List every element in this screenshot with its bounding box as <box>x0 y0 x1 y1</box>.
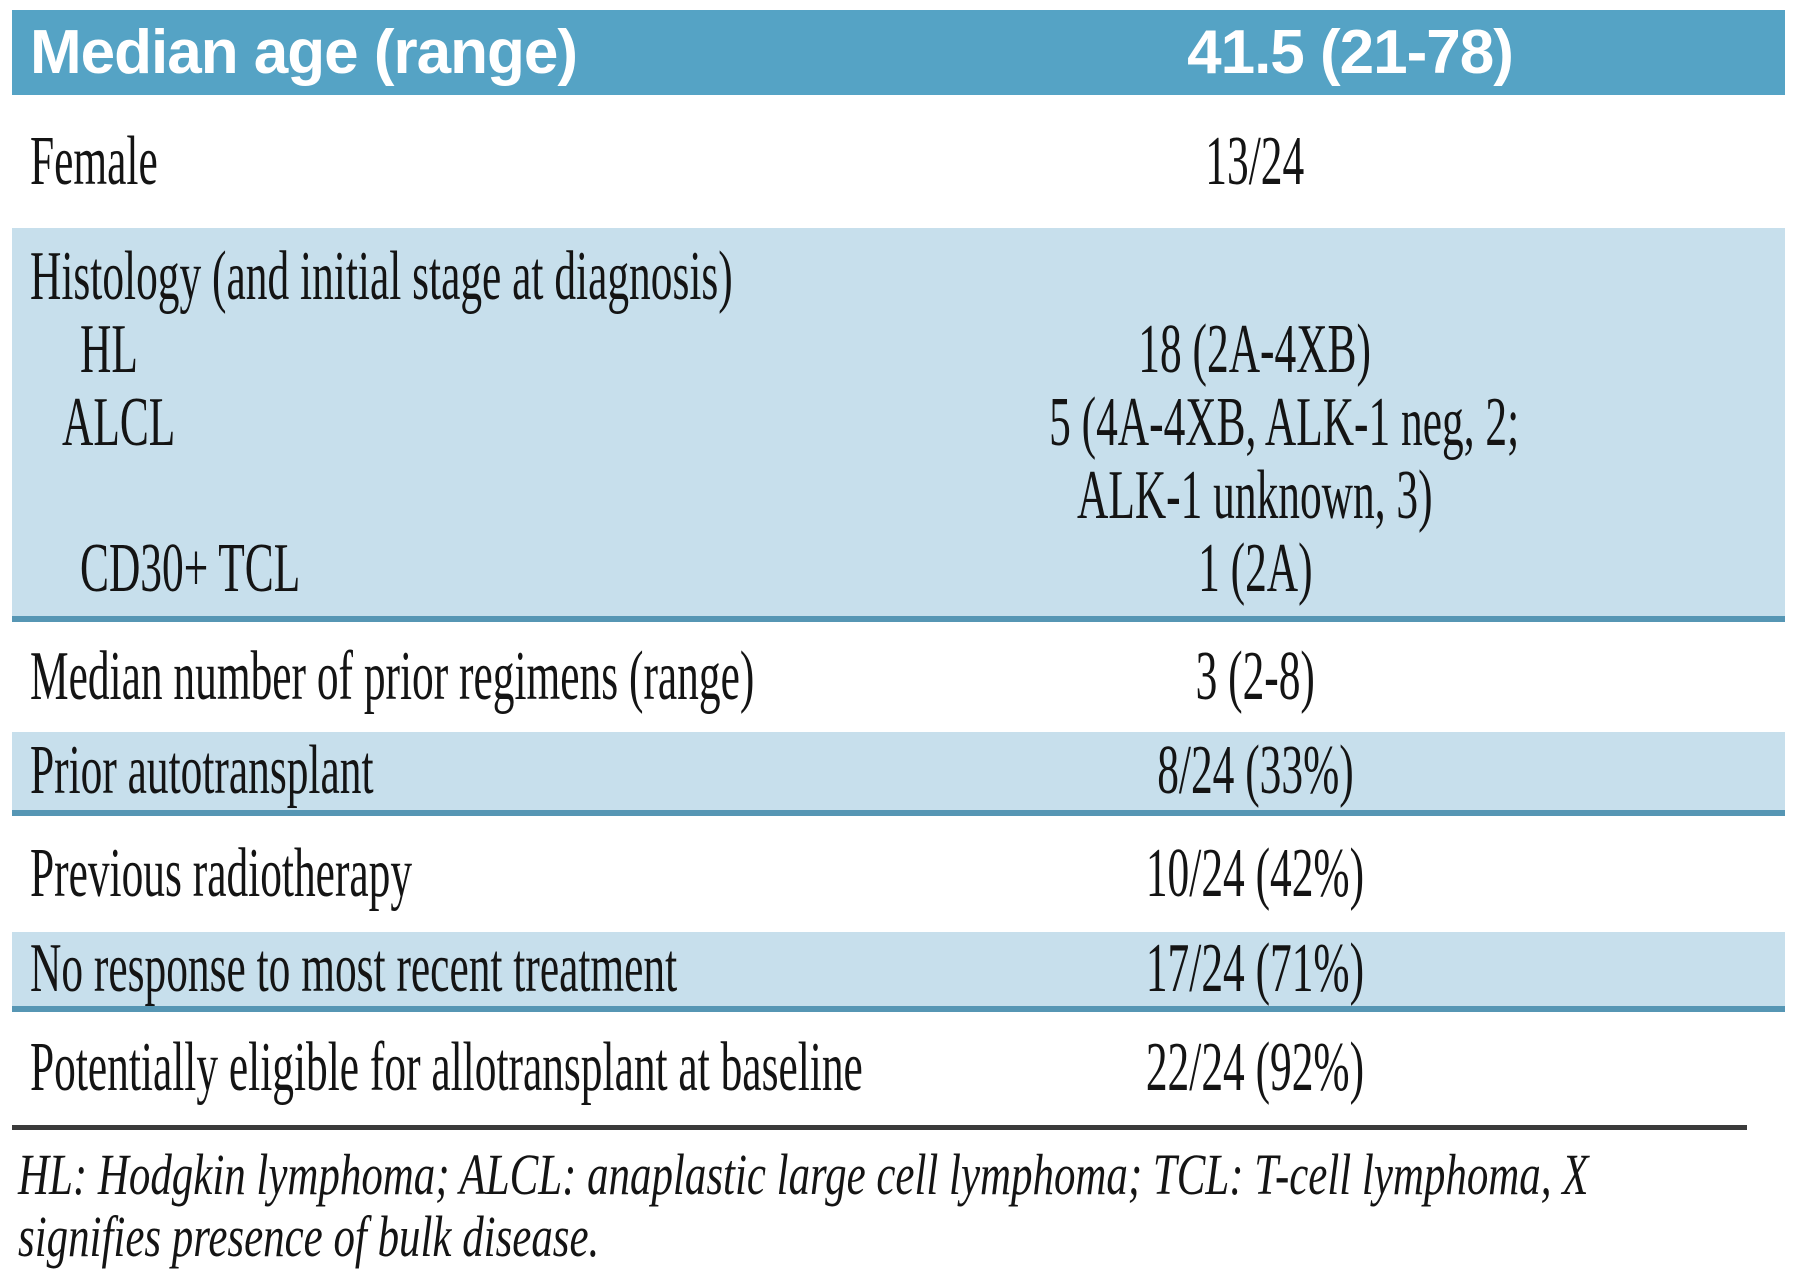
row-value: 13/24 <box>1205 122 1305 200</box>
row-label: CD30+ TCL <box>80 529 301 607</box>
row-value: 3 (2-8) <box>1195 638 1315 715</box>
row-label: Female <box>30 122 158 200</box>
row-label: ALCL <box>62 383 176 461</box>
row-value <box>905 268 1605 286</box>
row-label: Potentially eligible for allotransplant … <box>30 1029 863 1106</box>
section-divider <box>12 810 1785 816</box>
table-row-histology-header: Histology (and initial stage at diagnosi… <box>12 240 1785 313</box>
row-value: 22/24 (92%) <box>1145 1029 1365 1106</box>
row-label: Previous radiotherapy <box>30 835 413 912</box>
row-value: ALK-1 unknown, 3) <box>1077 456 1433 534</box>
table-row-previous-radiotherapy: Previous radiotherapy 10/24 (42%) <box>12 816 1785 932</box>
footnote-rule <box>12 1125 1747 1130</box>
row-label: Histology (and initial stage at diagnosi… <box>30 237 733 315</box>
header-label-text: Median age (range) <box>30 17 578 87</box>
row-value: 10/24 (42%) <box>1145 835 1365 912</box>
table-row-prior-regimens: Median number of prior regimens (range) … <box>12 622 1785 732</box>
table-row-alcl-continued: ALK-1 unknown, 3) <box>12 459 1785 532</box>
footnote-line: HL: Hodgkin lymphoma; ALCL: anaplastic l… <box>18 1142 1589 1207</box>
row-label <box>30 487 905 505</box>
row-value: 18 (2A-4XB) <box>1138 310 1372 388</box>
section-divider <box>12 1006 1785 1012</box>
row-value: 17/24 (71%) <box>1145 930 1365 1007</box>
table-row-cd30-tcl: CD30+ TCL 1 (2A) <box>12 532 1785 605</box>
row-value: 41.5 (21-78) <box>1000 17 1700 87</box>
table-row-no-response: No response to most recent treatment 17/… <box>12 932 1785 1006</box>
table-row-hl: HL 18 (2A-4XB) <box>12 313 1785 386</box>
row-value: 5 (4A-4XB, ALK-1 neg, 2; <box>1049 383 1520 461</box>
header-value-text: 41.5 (21-78) <box>1187 17 1514 87</box>
row-label: HL <box>80 310 138 388</box>
row-label: Prior autotransplant <box>30 732 374 809</box>
section-divider <box>12 616 1785 622</box>
row-value: 1 (2A) <box>1197 529 1313 607</box>
table-row-prior-autotransplant: Prior autotransplant 8/24 (33%) <box>12 732 1785 810</box>
table-row-alcl: ALCL 5 (4A-4XB, ALK-1 neg, 2; <box>12 386 1785 459</box>
row-label: Median number of prior regimens (range) <box>30 638 755 715</box>
table-row-potentially-eligible: Potentially eligible for allotransplant … <box>12 1012 1785 1124</box>
row-label: No response to most recent treatment <box>30 930 678 1007</box>
table-row-median-age: Median age (range) 41.5 (21-78) <box>12 10 1785 95</box>
table-section-histology: Histology (and initial stage at diagnosi… <box>12 228 1785 616</box>
footnote-line: signifies presence of bulk disease. <box>18 1204 600 1269</box>
row-value: 8/24 (33%) <box>1156 732 1354 809</box>
row-label: Median age (range) <box>30 17 1000 87</box>
table-footnote: HL: Hodgkin lymphoma; ALCL: anaplastic l… <box>12 1130 1785 1268</box>
table-row-female: Female 13/24 <box>12 95 1785 228</box>
table: Median age (range) 41.5 (21-78) Female 1… <box>12 10 1785 1268</box>
